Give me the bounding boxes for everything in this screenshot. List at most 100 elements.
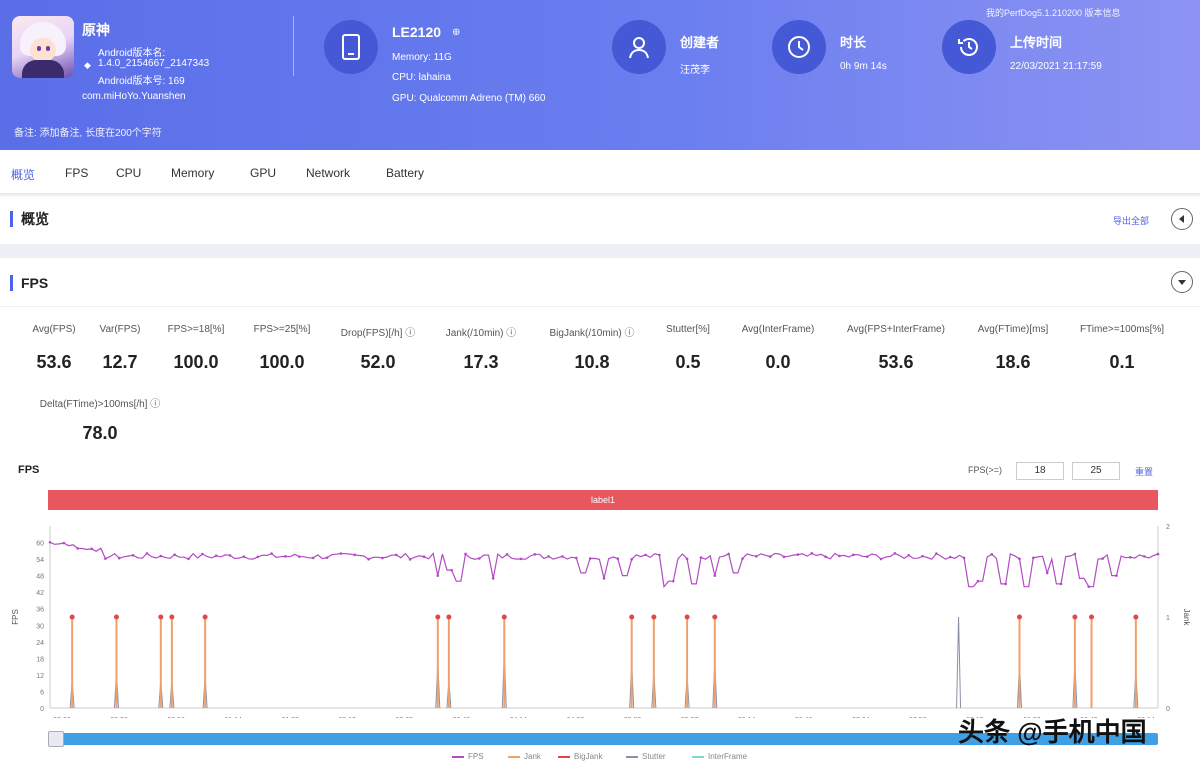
fps-point: [408, 558, 412, 561]
watermark: 头条 @手机中国: [958, 717, 1147, 747]
metric-label-avg-ftime: Avg(FTime)[ms]: [977, 324, 1049, 335]
fps-point: [976, 579, 980, 583]
fps-point: [159, 554, 163, 558]
android-version-name-label: Android版本名:: [98, 48, 166, 59]
fps-point: [948, 555, 952, 559]
fps-point: [491, 577, 495, 580]
fps-point: [575, 556, 578, 560]
metric-label-delta-ftime[interactable]: Delta(FTime)>100ms[/h] ⓘ: [39, 399, 161, 410]
collapse-left-icon[interactable]: [1171, 208, 1193, 230]
fps-point: [810, 552, 814, 555]
fps-point: [616, 557, 620, 561]
y-axis-label: FPS: [11, 609, 20, 625]
fps-point: [450, 568, 453, 572]
fps-point: [727, 552, 730, 556]
fps-threshold-input-1[interactable]: 18: [1016, 462, 1064, 480]
timeline-scrollbar[interactable]: [48, 733, 1158, 745]
label-bar[interactable]: label1: [48, 490, 1158, 510]
fps-point: [76, 547, 79, 550]
fps-point: [782, 555, 786, 559]
tab-cpu[interactable]: CPU: [116, 166, 142, 180]
metric-label-drop-fps[interactable]: Drop(FPS)[/h] ⓘ: [340, 328, 416, 339]
y-tick-label: 36: [36, 607, 44, 614]
x-tick-label: 03:46: [453, 717, 471, 718]
tab-network[interactable]: Network: [306, 166, 351, 180]
timeline-scroll-handle[interactable]: [48, 731, 64, 747]
fps-point: [658, 553, 661, 557]
user-icon: [612, 20, 666, 74]
legend-fps[interactable]: FPS: [452, 752, 484, 761]
fps-point: [90, 547, 93, 551]
header-divider: [293, 16, 294, 76]
fps-chart[interactable]: 60544842363024181260210FPSJank00:0000:38…: [0, 486, 1200, 718]
fps-threshold-input-2[interactable]: 25: [1072, 462, 1120, 480]
x-tick-label: 01:33: [281, 717, 299, 718]
x-tick-label: 01:14: [224, 717, 242, 718]
metric-label-jank[interactable]: Jank(/10min) ⓘ: [445, 328, 517, 339]
device-cpu: CPU: lahaina: [392, 72, 451, 83]
fps-point: [713, 574, 717, 577]
legend-stutter[interactable]: Stutter: [626, 752, 666, 761]
metric-value-jank: 17.3: [463, 352, 499, 372]
y-tick-label: 12: [36, 673, 44, 680]
x-tick-label: 04:14: [510, 717, 528, 718]
upload-value: 22/03/2021 21:17:59: [1010, 61, 1102, 72]
legend-jank[interactable]: Jank: [508, 752, 541, 761]
fps-point: [311, 556, 315, 560]
fps-point: [768, 555, 772, 558]
bigjank-marker: [158, 614, 164, 620]
y-tick-label: 18: [36, 656, 44, 663]
metric-value-ftime100: 0.1: [1109, 352, 1135, 372]
fps-point: [921, 554, 924, 558]
tab-gpu[interactable]: GPU: [250, 166, 277, 180]
history-icon: [942, 20, 996, 74]
bigjank-marker: [169, 614, 175, 620]
x-tick-label: 00:00: [53, 717, 71, 718]
section-divider: [0, 306, 1200, 307]
fps-point: [62, 541, 66, 545]
tab-fps[interactable]: FPS: [65, 166, 89, 180]
fps-point: [1004, 582, 1007, 586]
fps-point: [588, 557, 592, 560]
tab-overview[interactable]: 概览: [11, 168, 36, 182]
x-tick-label: 05:09: [624, 717, 642, 718]
y2-axis-label: Jank: [1182, 609, 1191, 627]
bigjank-marker: [1017, 614, 1022, 620]
fps-point: [879, 557, 883, 561]
export-all-link[interactable]: 导出全部: [1113, 216, 1150, 226]
bigjank-marker: [202, 614, 208, 620]
fps-point: [1045, 571, 1049, 575]
reset-button[interactable]: 重置: [1135, 467, 1154, 477]
tab-battery[interactable]: Battery: [386, 166, 425, 180]
fps-point: [962, 556, 966, 560]
globe-icon[interactable]: ⊕: [452, 27, 461, 38]
x-tick-label: 00:56: [167, 717, 185, 718]
metric-label-bigjank[interactable]: BigJank(/10min) ⓘ: [549, 328, 635, 339]
fps-point: [505, 553, 509, 556]
app-name: 原神: [82, 22, 110, 38]
overview-section: 概览 导出全部: [0, 196, 1200, 244]
y-tick-label: 30: [36, 623, 44, 630]
bigjank-marker: [651, 614, 657, 620]
fps-point: [838, 554, 841, 558]
x-tick-label: 08:49: [1080, 717, 1098, 718]
fps-point: [270, 552, 273, 555]
legend-interframe[interactable]: InterFrame: [692, 752, 747, 761]
collapse-down-icon[interactable]: [1171, 271, 1193, 293]
remark-bar[interactable]: 备注: 添加备注, 长度在200个字符: [0, 120, 1200, 150]
fps-point: [685, 557, 689, 561]
fps-point: [865, 555, 869, 558]
legend-bigjank[interactable]: BigJank: [558, 752, 602, 761]
fps-point: [145, 552, 149, 555]
metric-label-fps18: FPS>=18[%]: [167, 324, 225, 335]
fps-point: [394, 553, 398, 557]
fps-point: [242, 555, 246, 558]
tab-memory[interactable]: Memory: [171, 166, 215, 180]
device-name: LE2120: [392, 24, 442, 40]
fps-point: [367, 557, 370, 561]
clock-icon: [772, 20, 826, 74]
bigjank-marker: [684, 614, 690, 620]
x-tick-label: 03:22: [396, 717, 414, 718]
package-name: com.miHoYo.Yuanshen: [82, 91, 186, 102]
fps-point: [824, 555, 827, 558]
